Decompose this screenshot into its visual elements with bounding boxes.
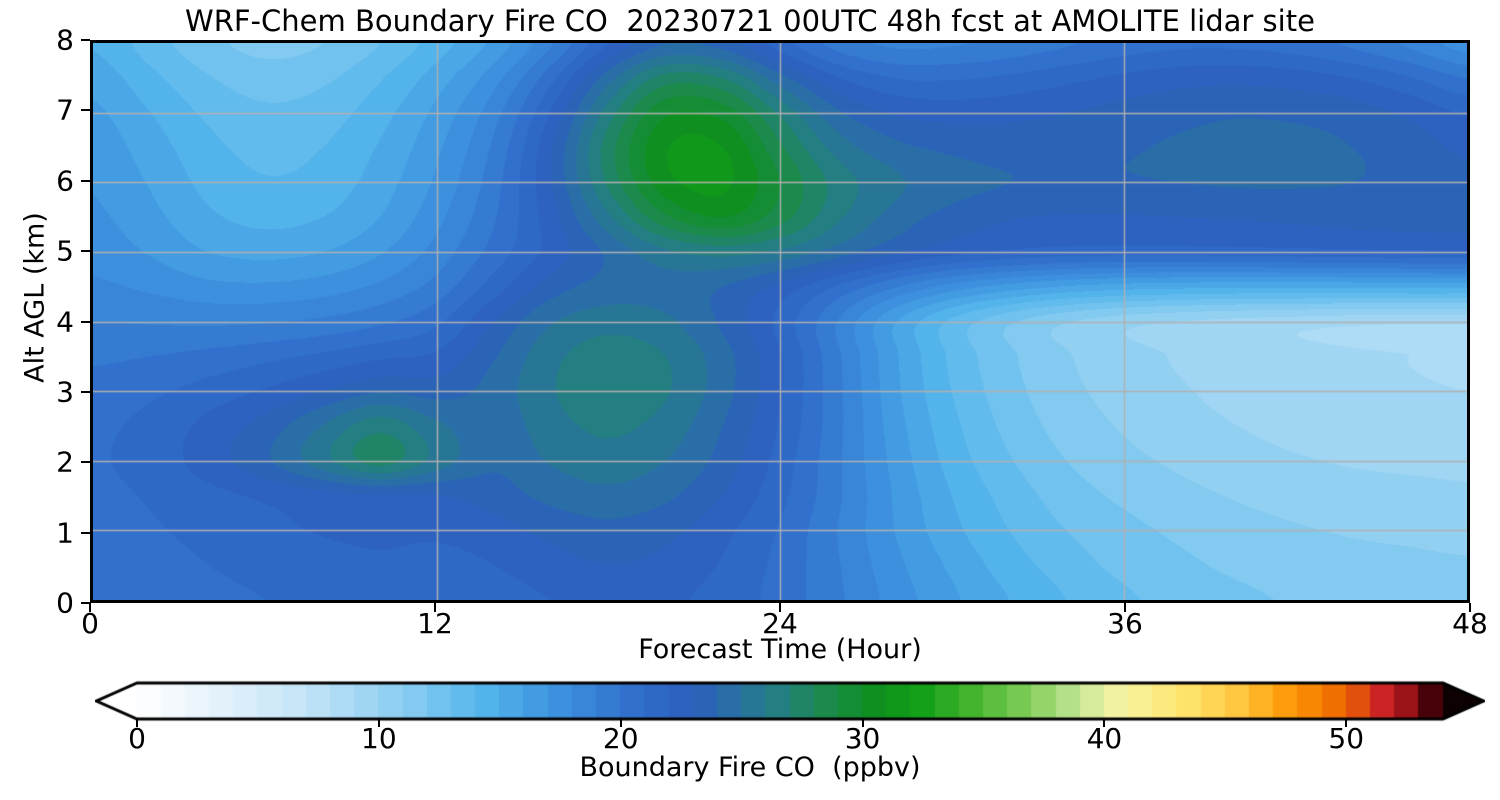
y-axis-tick-mark xyxy=(81,390,90,393)
colorbar-tick-mark xyxy=(1345,719,1348,727)
y-axis-tick-label: 8 xyxy=(56,23,74,57)
y-axis-tick-mark xyxy=(81,39,90,41)
x-axis-tick-mark xyxy=(89,603,91,612)
y-axis-tick-label: 1 xyxy=(56,516,74,550)
colorbar-tick-mark xyxy=(1103,719,1106,727)
x-axis-tick-mark xyxy=(434,603,436,612)
colorbar-tick-mark xyxy=(377,719,380,727)
x-axis-tick-label: 36 xyxy=(1107,607,1143,640)
x-axis-tick-mark xyxy=(779,603,781,612)
colorbar-tick-label: 0 xyxy=(128,722,146,755)
page-title: WRF-Chem Boundary Fire CO 20230721 00UTC… xyxy=(185,4,1315,38)
colorbar-tick-mark xyxy=(619,719,622,727)
x-axis-tick-label: 48 xyxy=(1452,607,1488,640)
colorbar-tick-label: 30 xyxy=(844,722,881,755)
x-axis-tick-label: 12 xyxy=(417,607,453,640)
y-axis-tick-mark xyxy=(81,531,90,534)
y-axis-tick-label: 3 xyxy=(56,375,74,409)
colorbar-tick-mark xyxy=(861,719,864,727)
y-axis-tick-mark xyxy=(81,602,90,604)
colorbar-label: Boundary Fire CO (ppbv) xyxy=(579,752,921,783)
colorbar-tick-label: 50 xyxy=(1328,722,1365,755)
colorbar-gradient xyxy=(95,678,1485,724)
colorbar-tick-mark xyxy=(136,719,138,727)
y-axis-tick-mark xyxy=(81,320,90,323)
x-axis-tick-label: 0 xyxy=(81,607,99,640)
x-axis-label: Forecast Time (Hour) xyxy=(638,634,922,665)
y-axis-tick-label: 6 xyxy=(56,164,74,198)
y-axis-tick-mark xyxy=(81,179,90,182)
contour-plot-axes[interactable] xyxy=(90,40,1470,603)
y-axis-tick-label: 7 xyxy=(56,93,74,127)
colorbar-tick-label: 40 xyxy=(1086,722,1123,755)
x-axis-tick-mark xyxy=(1124,603,1126,612)
contour-field xyxy=(93,43,1467,600)
y-axis-tick-mark xyxy=(81,109,90,112)
x-axis-tick-mark xyxy=(1469,603,1471,612)
y-axis-tick-label: 4 xyxy=(56,305,74,338)
y-axis-tick-mark xyxy=(81,461,90,464)
y-axis-tick-label: 0 xyxy=(56,586,74,620)
y-axis-tick-label: 2 xyxy=(56,445,74,479)
colorbar-tick-label: 20 xyxy=(602,722,639,755)
x-axis-tick-label: 24 xyxy=(762,607,798,640)
y-axis-tick-mark xyxy=(81,250,90,253)
y-axis-tick-label: 5 xyxy=(56,234,74,268)
colorbar[interactable] xyxy=(95,678,1485,724)
colorbar-tick-label: 10 xyxy=(361,722,397,755)
